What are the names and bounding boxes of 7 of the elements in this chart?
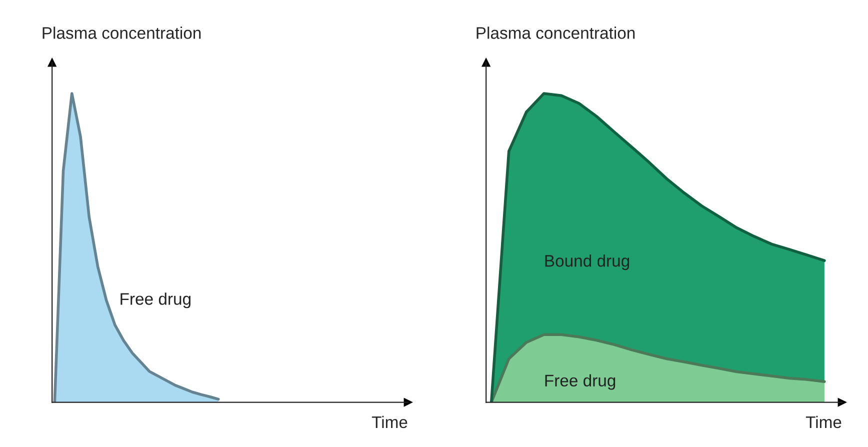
x-axis-title: Time <box>806 416 842 428</box>
x-axis-title: Time <box>372 416 408 428</box>
series-label: Free drug <box>545 374 616 390</box>
y-axis-title: Plasma concentration <box>42 26 201 39</box>
series-label: Free drug <box>120 292 190 308</box>
series-label: Bound drug <box>545 254 630 270</box>
y-axis-title: Plasma concentration <box>476 26 635 39</box>
